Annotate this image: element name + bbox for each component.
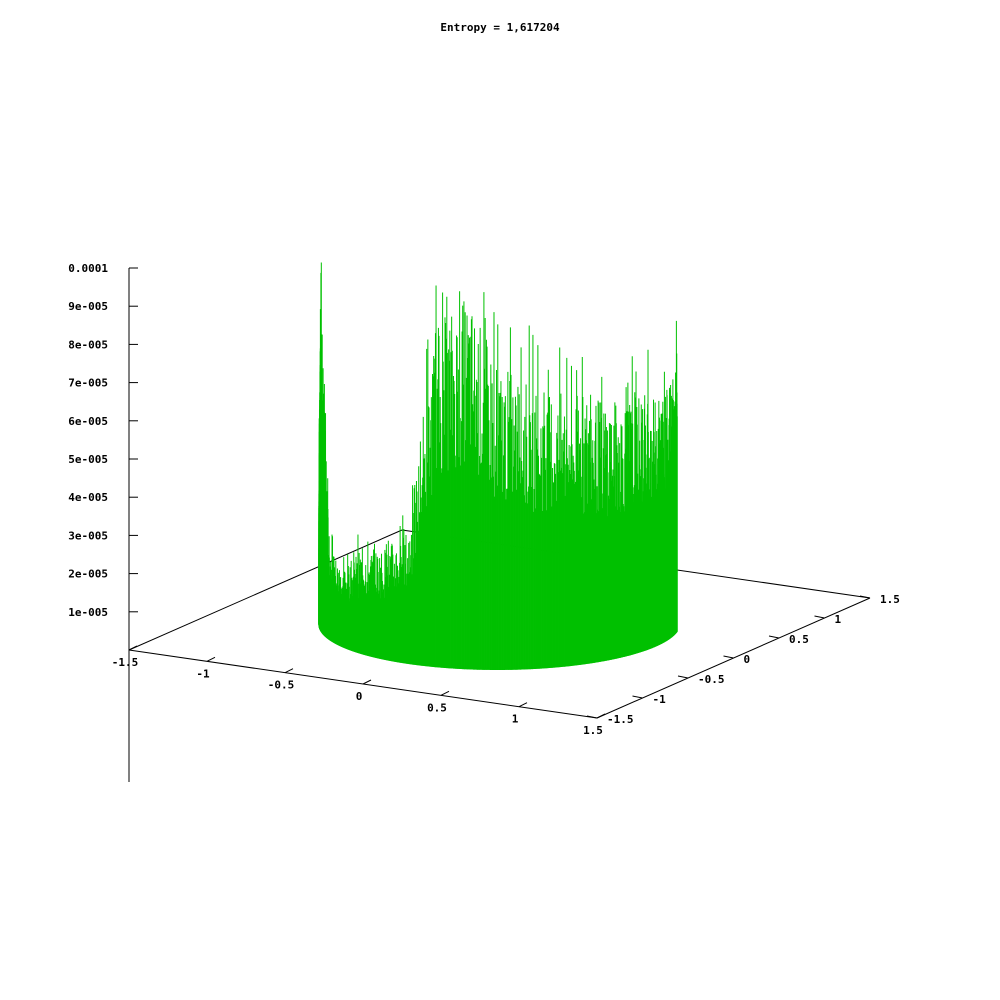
y-tick-mark bbox=[586, 715, 598, 719]
z-tick-label: 5e-005 bbox=[68, 453, 108, 466]
y-tick-mark bbox=[723, 655, 734, 659]
y-tick-label: -1.5 bbox=[607, 713, 634, 726]
x-tick-mark bbox=[518, 702, 528, 708]
x-tick-label: 1 bbox=[512, 713, 519, 726]
x-tick-label: -1.5 bbox=[112, 656, 139, 669]
back-left-axis-line bbox=[128, 529, 403, 651]
z-tick-label: 6e-005 bbox=[68, 415, 108, 428]
z-tick-label: 7e-005 bbox=[68, 377, 108, 390]
z-tick-label: 9e-005 bbox=[68, 300, 108, 313]
x-tick-mark bbox=[596, 713, 606, 719]
z-tick-label: 8e-005 bbox=[68, 338, 108, 351]
z-tick-label: 2e-005 bbox=[68, 568, 108, 581]
x-tick-mark bbox=[362, 679, 372, 685]
z-tick-label: 3e-005 bbox=[68, 529, 108, 542]
y-tick-mark bbox=[677, 675, 689, 679]
y-tick-label: 0 bbox=[744, 653, 751, 666]
y-tick-label: -0.5 bbox=[698, 673, 725, 686]
x-tick-label: -1 bbox=[196, 667, 210, 680]
y-tick-label: -1 bbox=[653, 693, 667, 706]
z-tick-label: 0.0001 bbox=[68, 262, 108, 275]
y-tick-mark bbox=[632, 695, 643, 699]
x-tick-mark bbox=[206, 656, 216, 662]
y-tick-label: 1.5 bbox=[880, 593, 900, 606]
x-tick-label: -0.5 bbox=[268, 679, 295, 692]
y-tick-mark bbox=[859, 595, 871, 599]
chart-title: Entropy = 1,617204 bbox=[440, 21, 560, 34]
y-tick-label: 0.5 bbox=[789, 633, 809, 646]
y-tick-mark bbox=[814, 615, 825, 619]
y-tick-label: 1 bbox=[835, 613, 842, 626]
x-tick-label: 1.5 bbox=[583, 724, 603, 737]
tick-labels: 0.0001 9e-005 8e-005 7e-005 6e-005 5e-005 4e-0… bbox=[68, 262, 900, 737]
impulse-series bbox=[318, 262, 678, 670]
x-tick-mark bbox=[440, 690, 450, 696]
y-tick-mark bbox=[768, 635, 780, 639]
x-tick-label: 0 bbox=[356, 690, 363, 703]
x-tick-label: 0.5 bbox=[427, 701, 447, 714]
x-tick-mark bbox=[284, 668, 294, 674]
x-tick-mark bbox=[128, 645, 138, 651]
z-tick-label: 4e-005 bbox=[68, 491, 108, 504]
z-tick-label: 1e-005 bbox=[68, 606, 108, 619]
